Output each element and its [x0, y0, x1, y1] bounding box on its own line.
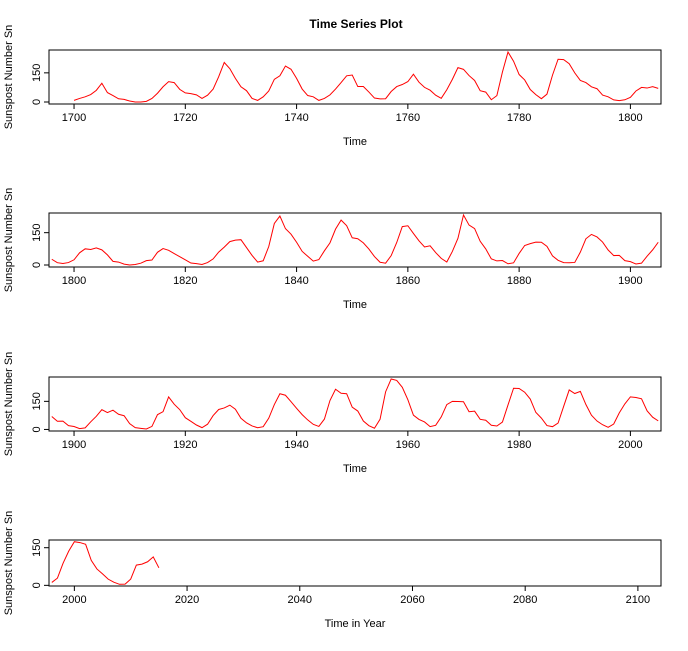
- x-tick-label: 1820: [173, 275, 197, 287]
- panel: [51, 213, 659, 266]
- chart-title: Time Series Plot: [309, 17, 402, 31]
- x-tick-label: 2060: [400, 594, 424, 606]
- panel: [51, 541, 160, 585]
- y-axis-label: Sunspost Number Sn: [3, 25, 15, 130]
- x-tick-label: 1900: [618, 275, 642, 287]
- x-tick-label: 2080: [513, 594, 537, 606]
- series-line: [51, 213, 659, 266]
- x-axis-label: Time: [343, 463, 367, 475]
- x-tick-label: 1800: [618, 112, 642, 124]
- x-axis-label: Time in Year: [325, 618, 386, 630]
- y-tick-label: 150: [31, 223, 43, 241]
- x-tick-label: 2020: [175, 594, 199, 606]
- x-tick-label: 1860: [396, 275, 420, 287]
- x-tick-label: 1700: [62, 112, 86, 124]
- x-tick-label: 2100: [626, 594, 650, 606]
- series-line: [73, 50, 659, 103]
- plot-frame: [48, 212, 662, 268]
- x-tick-label: 1720: [173, 112, 197, 124]
- y-tick-label: 0: [31, 99, 43, 105]
- x-tick-label: 1760: [396, 112, 420, 124]
- plot-frame: [48, 539, 662, 587]
- series-line: [51, 541, 160, 585]
- y-tick-label: 0: [31, 426, 43, 432]
- panel: [73, 50, 659, 103]
- x-tick-label: 1960: [396, 439, 420, 451]
- x-tick-label: 1880: [507, 275, 531, 287]
- x-axis-label: Time: [343, 136, 367, 148]
- x-tick-label: 1780: [507, 112, 531, 124]
- x-axis-label: Time: [343, 299, 367, 311]
- series-line: [51, 378, 659, 430]
- y-tick-label: 0: [31, 582, 43, 588]
- x-tick-label: 1920: [173, 439, 197, 451]
- panel: [51, 378, 659, 430]
- x-tick-label: 1740: [284, 112, 308, 124]
- x-tick-label: 1940: [284, 439, 308, 451]
- x-tick-label: 2000: [62, 594, 86, 606]
- x-tick-label: 1980: [507, 439, 531, 451]
- y-tick-label: 150: [31, 392, 43, 410]
- y-axis-label: Sunspost Number Sn: [3, 188, 15, 293]
- y-tick-label: 150: [31, 64, 43, 82]
- x-tick-label: 1840: [284, 275, 308, 287]
- x-tick-label: 1800: [62, 275, 86, 287]
- x-tick-label: 1900: [62, 439, 86, 451]
- y-tick-label: 150: [31, 539, 43, 557]
- y-axis-label: Sunspost Number Sn: [3, 511, 15, 616]
- plot-frame: [48, 49, 662, 105]
- x-tick-label: 2000: [618, 439, 642, 451]
- y-tick-label: 0: [31, 262, 43, 268]
- x-tick-label: 2040: [288, 594, 312, 606]
- plot-frame: [48, 376, 662, 432]
- y-axis-label: Sunspost Number Sn: [3, 352, 15, 457]
